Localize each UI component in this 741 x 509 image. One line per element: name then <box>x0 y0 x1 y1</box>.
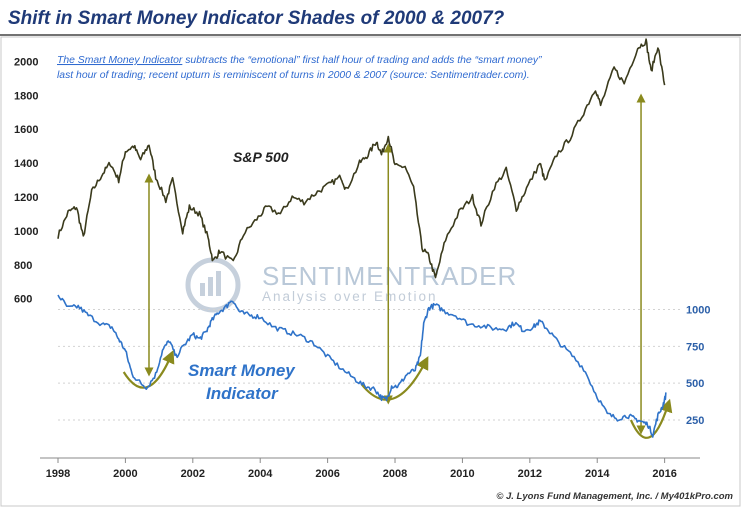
left-tick-label: 1600 <box>14 124 38 136</box>
series-label-sp500: S&P 500 <box>233 149 289 165</box>
turn-arc <box>629 398 673 439</box>
x-tick-label: 2016 <box>652 468 676 480</box>
annotation-line-1: The Smart Money Indicator subtracts the … <box>57 55 542 66</box>
turn-arc <box>360 356 429 401</box>
title-band <box>0 0 741 34</box>
left-tick-label: 600 <box>14 294 32 306</box>
x-axis-ticks: 1998 2000 2002 2004 2006 2008 2010 2012 2014 2016 <box>40 457 700 480</box>
smart-money-line <box>57 294 667 438</box>
x-tick-label: 2000 <box>113 468 137 480</box>
left-tick-label: 1000 <box>14 226 38 238</box>
sp500-line <box>57 38 666 279</box>
plot-area <box>0 36 741 507</box>
right-axis-ticks: 250 500 750 1000 <box>58 305 710 427</box>
x-tick-label: 2004 <box>248 468 273 480</box>
annotation-line-1-rest: subtracts the “emotional” first half hou… <box>182 55 542 66</box>
series <box>57 38 667 438</box>
left-tick-label: 2000 <box>14 56 38 68</box>
right-tick-label: 250 <box>686 415 704 427</box>
left-tick-label: 1400 <box>14 158 38 170</box>
watermark-tagline: Analysis over Emotion <box>262 289 438 304</box>
x-tick-label: 2002 <box>181 468 205 480</box>
credit-line: © J. Lyons Fund Management, Inc. / My401… <box>496 491 733 502</box>
chart-title: Shift in Smart Money Indicator Shades of… <box>8 8 505 29</box>
left-axis-ticks: 600 800 1000 1200 1400 1600 1800 2000 <box>14 56 38 305</box>
x-tick-label: 2006 <box>315 468 339 480</box>
x-tick-label: 2010 <box>450 468 474 480</box>
left-tick-label: 1800 <box>14 90 38 102</box>
right-tick-label: 500 <box>686 378 704 390</box>
left-tick-label: 1200 <box>14 192 38 204</box>
series-label-smi-line-2: Indicator <box>206 384 279 403</box>
left-tick-label: 800 <box>14 260 32 272</box>
x-tick-label: 2008 <box>383 468 407 480</box>
annotation-link[interactable]: The Smart Money Indicator <box>57 55 183 66</box>
arrows <box>144 93 646 435</box>
x-tick-label: 1998 <box>46 468 70 480</box>
annotation-line-2: last hour of trading; recent upturn is r… <box>57 70 530 81</box>
x-tick-label: 2012 <box>518 468 542 480</box>
watermark-brand: SENTIMENTRADER <box>262 261 517 291</box>
right-tick-label: 750 <box>686 341 704 353</box>
right-tick-label: 1000 <box>686 305 710 317</box>
x-tick-label: 2014 <box>585 468 610 480</box>
series-label-smi-line-1: Smart Money <box>188 361 296 380</box>
